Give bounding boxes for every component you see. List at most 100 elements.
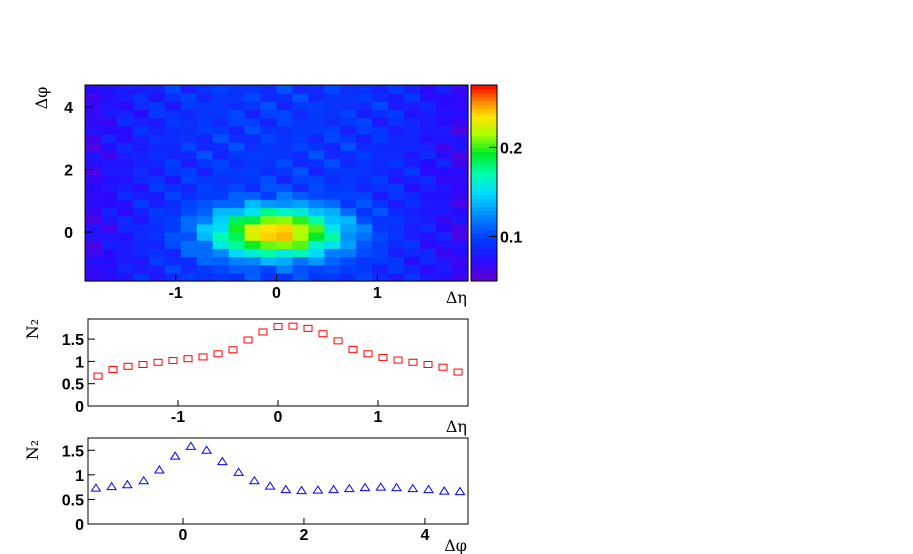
heatmap-cell: [100, 191, 118, 200]
phi-projection-data-point: [343, 483, 355, 493]
heatmap-cell: [132, 272, 150, 282]
eta-projection-data-point: [453, 368, 463, 376]
heatmap-cell: [324, 158, 341, 168]
heatmap-cell: [148, 207, 166, 217]
heatmap-cell: [340, 272, 357, 282]
heatmap-cells: [85, 85, 469, 282]
heatmap-cell: [324, 240, 341, 249]
heatmap-cell: [85, 240, 102, 249]
heatmap-cell: [100, 134, 118, 143]
heatmap-cell: [228, 272, 246, 282]
colorbar-segment: [471, 139, 497, 145]
heatmap-cell: [308, 223, 325, 233]
phi-projection-data-point: [216, 456, 228, 466]
heatmap-cell: [308, 93, 325, 102]
heatmap-cell: [180, 232, 198, 241]
heatmap-cell: [388, 166, 405, 176]
heatmap-cell: [132, 109, 150, 119]
heatmap-cell: [372, 117, 389, 127]
heatmap-cell: [276, 207, 294, 217]
heatmap-cell: [196, 191, 214, 200]
heatmap-cell: [292, 93, 310, 102]
heatmap-cell: [292, 166, 310, 176]
heatmap-cell: [356, 85, 373, 94]
phi-projection-x-tick-label: 0: [179, 527, 188, 544]
heatmap-cell: [244, 93, 262, 102]
colorbar-segment: [471, 179, 497, 184]
eta-projection-data-point: [228, 346, 238, 354]
heatmap-cell: [372, 272, 389, 282]
heatmap-cell: [276, 134, 294, 143]
heatmap-cell: [356, 256, 373, 266]
heatmap-cell: [196, 117, 214, 127]
eta-projection-ticks: -1 0 1 0 0.5 1 1.5: [62, 332, 383, 426]
heatmap-cell: [404, 199, 421, 209]
heatmap-cell: [164, 207, 182, 217]
heatmap-cell: [436, 183, 453, 192]
heatmap-cell: [404, 158, 421, 168]
heatmap-cell: [276, 240, 294, 249]
heatmap-cell: [180, 183, 198, 192]
heatmap-cell: [212, 134, 230, 143]
heatmap-cell: [452, 158, 469, 168]
phi-projection-data-point: [328, 484, 340, 494]
phi-projection-data-point: [296, 485, 307, 495]
eta-projection-data-point: [258, 328, 268, 336]
heatmap-cell: [420, 166, 437, 176]
heatmap-cell: [404, 142, 421, 151]
heatmap-cell: [196, 142, 214, 151]
heatmap-cell: [292, 125, 310, 135]
heatmap-cell: [292, 174, 310, 184]
heatmap-cell: [356, 125, 373, 135]
eta-projection-y-axis-label: N₂: [23, 319, 42, 339]
heatmap-cell: [212, 199, 230, 209]
heatmap-cell: [148, 85, 166, 94]
heatmap-panel: -1 0 1 0 2 4 0.1 0.2 Δη Δφ: [32, 84, 522, 307]
heatmap-cell: [100, 264, 118, 274]
heatmap-cell: [340, 232, 357, 241]
heatmap-cell: [340, 93, 357, 102]
heatmap-cell: [452, 215, 469, 225]
phi-projection-data-point: [312, 485, 324, 494]
heatmap-cell: [164, 101, 182, 111]
heatmap-cell: [196, 166, 214, 176]
heatmap-cell: [116, 240, 134, 249]
heatmap-cell: [180, 240, 198, 249]
heatmap-cell: [100, 199, 118, 209]
heatmap-cell: [420, 183, 437, 192]
heatmap-cell: [132, 134, 150, 143]
heatmap-cell: [436, 85, 453, 94]
heatmap-cell: [116, 215, 134, 225]
heatmap-cell: [340, 166, 357, 176]
eta-projection-points: [93, 322, 463, 380]
colorbar-segment: [471, 186, 497, 192]
phi-projection-y-tick-label: 0.5: [62, 492, 84, 509]
heatmap-cell: [212, 166, 230, 176]
heatmap-cell: [340, 117, 357, 127]
heatmap-cell: [292, 248, 310, 258]
heatmap-cell: [372, 109, 389, 119]
heatmap-cell: [372, 191, 389, 200]
colorbar-tick-label: 0.1: [500, 229, 522, 246]
heatmap-y-tick-label: 2: [64, 163, 73, 180]
heatmap-cell: [212, 191, 230, 200]
eta-projection-data-point: [198, 353, 208, 361]
eta-projection-data-point: [93, 372, 103, 380]
heatmap-cell: [196, 158, 214, 168]
heatmap-cell: [85, 174, 102, 184]
heatmap-cell: [324, 191, 341, 200]
heatmap-cell: [196, 93, 214, 102]
eta-projection-data-point: [273, 323, 283, 331]
eta-projection-data-point: [333, 337, 343, 345]
heatmap-cell: [180, 256, 198, 266]
colorbar-segment: [471, 175, 497, 180]
heatmap-cell: [180, 272, 198, 282]
phi-projection-data-point: [248, 475, 260, 485]
heatmap-cell: [276, 166, 294, 176]
colorbar-segment: [471, 135, 497, 141]
heatmap-cell: [452, 93, 469, 102]
heatmap-cell: [148, 93, 166, 102]
heatmap-cell: [228, 142, 246, 151]
colorbar-segment: [471, 116, 497, 121]
colorbar: 0.1 0.2: [470, 84, 522, 282]
